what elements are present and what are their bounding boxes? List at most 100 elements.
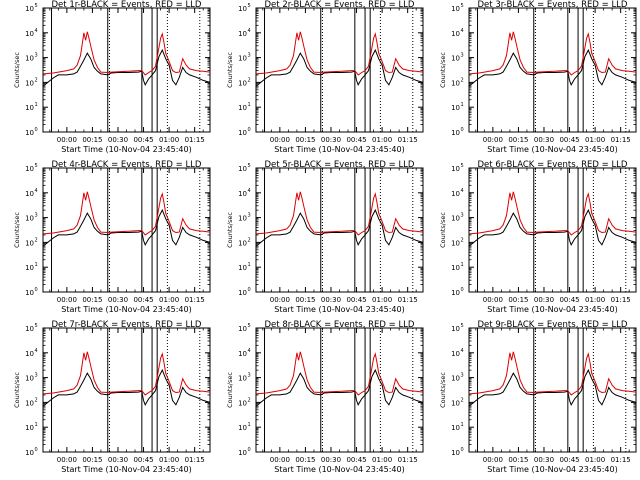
x-tick-label: 00:15 bbox=[82, 296, 102, 304]
y-tick-exponent: 3 bbox=[461, 213, 464, 219]
lld-series-line bbox=[42, 351, 211, 396]
y-tick-exponent: 2 bbox=[248, 237, 251, 243]
y-axis-label: Counts/sec bbox=[226, 372, 234, 408]
x-tick-label: 00:15 bbox=[295, 456, 315, 464]
x-tick-label: 00:30 bbox=[321, 136, 341, 144]
y-tick-label: 10 bbox=[451, 129, 460, 137]
lld-series-line bbox=[468, 191, 637, 236]
x-tick-label: 00:30 bbox=[108, 136, 128, 144]
x-tick-label: 00:45 bbox=[133, 456, 153, 464]
events-series-line bbox=[468, 48, 637, 87]
y-tick-exponent: 4 bbox=[461, 188, 464, 194]
panel-title: Det 3r-BLACK = Events, RED = LLD bbox=[478, 0, 628, 10]
x-tick-label: 00:30 bbox=[534, 296, 554, 304]
y-tick-label: 10 bbox=[238, 79, 247, 87]
x-tick-label: 00:30 bbox=[108, 296, 128, 304]
x-tick-label: 00:30 bbox=[321, 296, 341, 304]
x-tick-label: 01:15 bbox=[611, 456, 631, 464]
panel-title: Det 7r-BLACK = Events, RED = LLD bbox=[52, 320, 202, 330]
x-tick-label: 01:00 bbox=[585, 456, 605, 464]
y-tick-label: 10 bbox=[25, 399, 34, 407]
y-tick-label: 10 bbox=[451, 399, 460, 407]
y-tick-exponent: 2 bbox=[248, 77, 251, 83]
y-tick-exponent: 2 bbox=[35, 77, 38, 83]
y-tick-label: 10 bbox=[25, 325, 34, 333]
x-tick-label: 00:15 bbox=[508, 136, 528, 144]
y-tick-exponent: 3 bbox=[461, 373, 464, 379]
x-tick-label: 00:45 bbox=[133, 136, 153, 144]
x-tick-label: 01:00 bbox=[585, 296, 605, 304]
y-tick-exponent: 0 bbox=[461, 447, 464, 453]
y-tick-label: 10 bbox=[25, 79, 34, 87]
lld-series-line bbox=[255, 31, 424, 76]
y-axis-label: Counts/sec bbox=[439, 372, 447, 408]
y-tick-label: 10 bbox=[25, 190, 34, 198]
y-tick-exponent: 5 bbox=[248, 163, 251, 169]
x-tick-label: 01:15 bbox=[185, 456, 205, 464]
y-tick-exponent: 0 bbox=[248, 447, 251, 453]
y-tick-label: 10 bbox=[238, 325, 247, 333]
x-tick-label: 01:00 bbox=[585, 136, 605, 144]
x-tick-label: 00:45 bbox=[559, 456, 579, 464]
x-tick-label: 01:15 bbox=[611, 296, 631, 304]
x-tick-label: 00:15 bbox=[82, 456, 102, 464]
y-tick-exponent: 3 bbox=[35, 373, 38, 379]
y-tick-exponent: 0 bbox=[35, 127, 38, 133]
x-tick-label: 00:00 bbox=[57, 296, 77, 304]
x-tick-label: 00:45 bbox=[346, 456, 366, 464]
y-axis-label: Counts/sec bbox=[226, 212, 234, 248]
y-tick-label: 10 bbox=[238, 264, 247, 272]
y-tick-label: 10 bbox=[238, 165, 247, 173]
x-tick-label: 00:45 bbox=[346, 296, 366, 304]
y-tick-label: 10 bbox=[25, 165, 34, 173]
x-axis-label: Start Time (10-Nov-04 23:45:40) bbox=[61, 145, 191, 154]
y-tick-label: 10 bbox=[25, 129, 34, 137]
y-tick-exponent: 5 bbox=[461, 3, 464, 9]
y-tick-label: 10 bbox=[238, 424, 247, 432]
x-tick-label: 00:45 bbox=[559, 136, 579, 144]
y-tick-label: 10 bbox=[238, 190, 247, 198]
panel-title: Det 4r-BLACK = Events, RED = LLD bbox=[52, 160, 202, 170]
y-tick-label: 10 bbox=[238, 104, 247, 112]
x-tick-label: 00:00 bbox=[270, 296, 290, 304]
events-series-line bbox=[255, 208, 424, 247]
panel-title: Det 6r-BLACK = Events, RED = LLD bbox=[478, 160, 628, 170]
y-tick-label: 10 bbox=[25, 449, 34, 457]
events-series-line bbox=[42, 208, 211, 247]
y-tick-label: 10 bbox=[25, 30, 34, 38]
y-tick-label: 10 bbox=[238, 399, 247, 407]
x-tick-label: 00:00 bbox=[270, 136, 290, 144]
y-tick-label: 10 bbox=[25, 104, 34, 112]
x-axis-label: Start Time (10-Nov-04 23:45:40) bbox=[274, 465, 404, 474]
x-tick-label: 00:15 bbox=[295, 296, 315, 304]
x-tick-label: 00:15 bbox=[82, 136, 102, 144]
x-tick-label: 00:30 bbox=[321, 456, 341, 464]
y-tick-exponent: 5 bbox=[461, 163, 464, 169]
y-tick-label: 10 bbox=[238, 215, 247, 223]
x-tick-label: 00:45 bbox=[133, 296, 153, 304]
y-tick-exponent: 1 bbox=[35, 262, 38, 268]
y-tick-exponent: 2 bbox=[35, 397, 38, 403]
panel-title: Det 1r-BLACK = Events, RED = LLD bbox=[52, 0, 202, 10]
y-tick-exponent: 4 bbox=[35, 28, 38, 34]
y-tick-exponent: 4 bbox=[461, 348, 464, 354]
y-tick-label: 10 bbox=[451, 449, 460, 457]
y-tick-exponent: 0 bbox=[461, 287, 464, 293]
x-axis-label: Start Time (10-Nov-04 23:45:40) bbox=[487, 145, 617, 154]
y-tick-exponent: 4 bbox=[35, 188, 38, 194]
y-tick-label: 10 bbox=[238, 30, 247, 38]
x-tick-label: 01:15 bbox=[185, 296, 205, 304]
y-tick-exponent: 5 bbox=[35, 163, 38, 169]
y-tick-exponent: 3 bbox=[35, 213, 38, 219]
x-tick-label: 00:00 bbox=[57, 136, 77, 144]
events-series-line bbox=[468, 208, 637, 247]
panel-title: Det 8r-BLACK = Events, RED = LLD bbox=[265, 320, 415, 330]
y-tick-exponent: 2 bbox=[35, 237, 38, 243]
y-axis-label: Counts/sec bbox=[439, 52, 447, 88]
x-tick-label: 00:30 bbox=[534, 136, 554, 144]
